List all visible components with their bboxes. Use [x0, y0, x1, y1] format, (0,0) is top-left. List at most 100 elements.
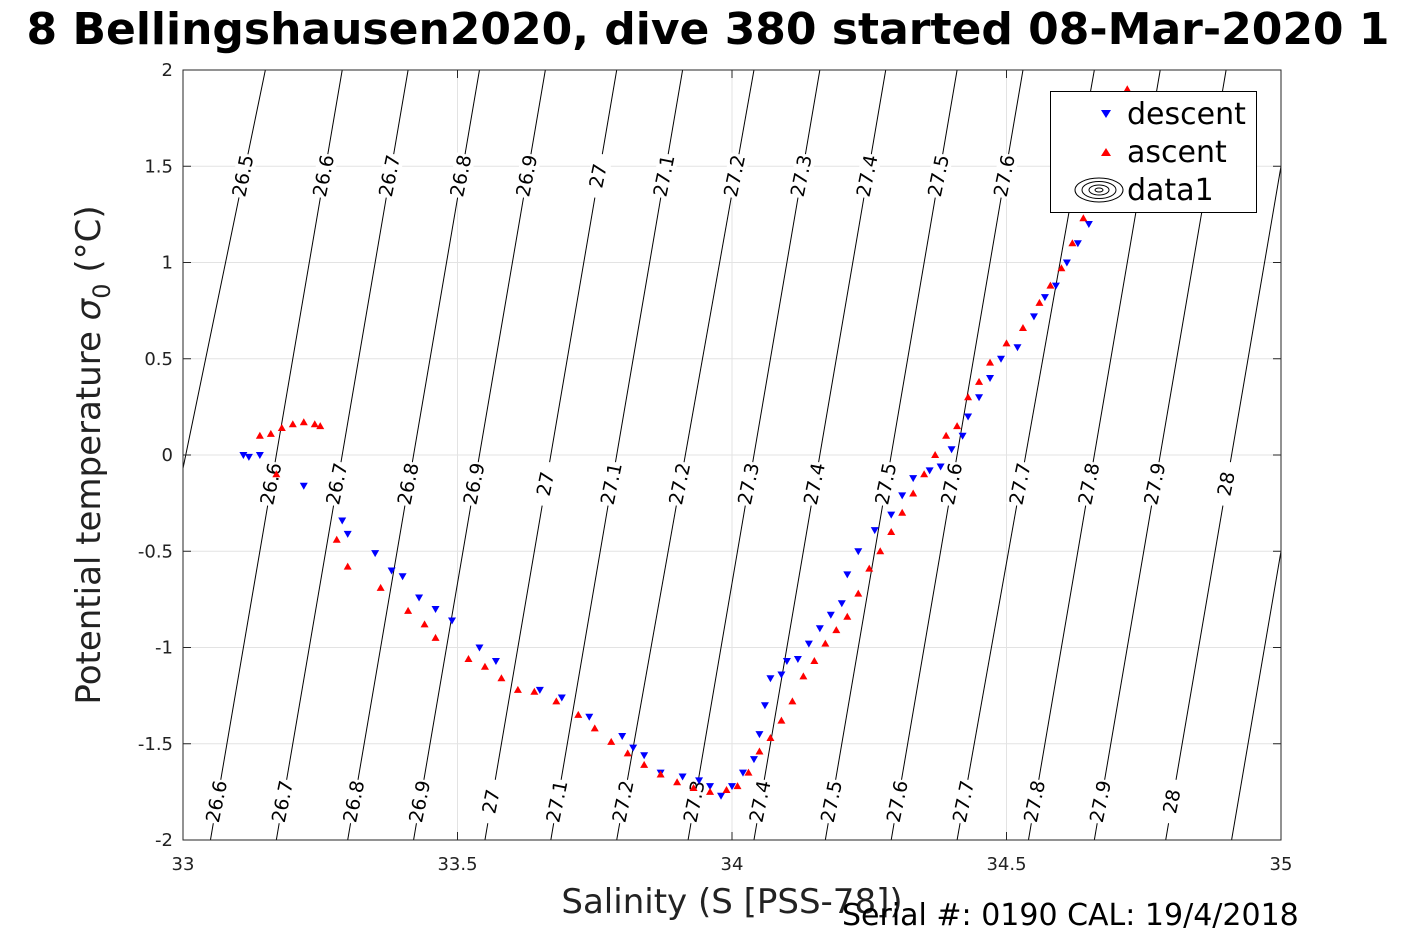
descent-point	[618, 733, 627, 741]
ascent-point	[673, 778, 682, 786]
contour-label: 27.2	[720, 153, 750, 199]
legend: descent ascent data1	[1050, 91, 1257, 213]
contour-label: 26.6	[202, 779, 232, 825]
ascent-point	[332, 535, 341, 543]
y-tick-label: -0.5	[138, 541, 173, 562]
contour-ellipses-icon	[1074, 177, 1124, 203]
ascent-point	[299, 418, 308, 426]
ascent-point	[755, 747, 764, 755]
descent-point	[717, 792, 726, 800]
contour-label: 27.9	[1086, 779, 1116, 825]
descent-point	[738, 769, 747, 777]
descent-point	[843, 571, 852, 579]
descent-point	[815, 625, 824, 633]
contour-label: 27.5	[871, 461, 901, 507]
y-tick-label: 2	[162, 60, 173, 81]
contour-label: 27.3	[680, 779, 710, 825]
descent-point	[947, 446, 956, 454]
density-contour-line	[1231, 548, 1281, 840]
ascent-point	[964, 393, 973, 401]
contour-label: 27.5	[924, 153, 954, 199]
descent-point	[239, 452, 248, 459]
contour-label: 26.9	[512, 153, 542, 199]
contour-label: 27.3	[787, 153, 817, 199]
ascent-point	[909, 489, 918, 497]
contour-label-gap	[872, 460, 901, 508]
ascent-point	[1123, 85, 1132, 93]
ascent-point	[1057, 264, 1066, 272]
ascent-point	[975, 377, 984, 385]
ascent-point	[821, 639, 830, 647]
descent-point	[975, 394, 984, 402]
contour-label: 26.7	[322, 461, 352, 507]
density-contour-line	[890, 70, 1024, 840]
y-tick-label: -2	[155, 830, 173, 851]
y-tick-label: 1.5	[144, 156, 173, 177]
contour-label-gap	[609, 777, 638, 826]
density-contours: 26.6 26.7 26.8 26.9 27 27.1 27.2 27.3 27.4 27.5 27…	[183, 70, 1281, 840]
contour-label-gap	[597, 460, 627, 508]
ascent-point	[788, 697, 797, 705]
serial-calibration-note: Serial #: 0190 CAL: 19/4/2018	[842, 898, 1299, 933]
ascent-point	[722, 785, 731, 793]
density-contour-line	[550, 70, 684, 840]
ascent-point	[953, 422, 962, 430]
contour-label: 27.3	[734, 461, 764, 507]
contour-label: 27.1	[649, 153, 679, 199]
ascent-point	[272, 470, 281, 478]
descent-point	[1062, 259, 1071, 267]
descent-point	[343, 530, 352, 538]
y-tick-label: 0.5	[144, 349, 173, 370]
contour-label-gap	[924, 152, 954, 200]
contour-label-gap	[1158, 777, 1187, 826]
ascent-point	[865, 564, 874, 572]
descent-point	[706, 783, 715, 791]
contour-label-gap	[1020, 777, 1050, 826]
contour-label: 26.8	[446, 153, 476, 199]
descent-point	[898, 492, 907, 500]
x-tick-label: 33.5	[437, 854, 477, 875]
contour-label-gap	[1075, 460, 1104, 508]
ascent-point	[733, 782, 742, 790]
ascent-point	[799, 672, 808, 680]
contour-label: 27.5	[817, 779, 847, 825]
descent-point	[964, 413, 973, 421]
contour-label-gap	[1141, 460, 1170, 508]
contour-label: 27.6	[883, 779, 913, 825]
contour-label-gap	[817, 777, 847, 826]
contour-label: 27	[585, 162, 611, 190]
contour-label: 27.8	[1074, 461, 1104, 507]
density-contour-line	[347, 70, 480, 840]
descent-point	[782, 657, 791, 665]
descent-point	[448, 617, 457, 625]
contour-label: 27.7	[1006, 461, 1036, 507]
descent-point	[854, 548, 863, 556]
ascent-point	[1046, 281, 1055, 289]
ascent-point	[706, 787, 715, 795]
ascent-point	[376, 583, 385, 591]
contour-label-gap	[787, 152, 816, 200]
ascent-point	[464, 655, 473, 663]
x-tick-label: 34	[721, 854, 744, 875]
ascent-point	[766, 733, 775, 741]
ascent-point	[480, 662, 489, 670]
ascent-point	[607, 737, 616, 745]
x-tick-label: 34.5	[986, 854, 1026, 875]
ascent-point	[640, 760, 649, 768]
contour-label: 27.1	[542, 779, 572, 825]
contour-label-gap	[853, 152, 882, 200]
density-contour-line	[413, 70, 546, 840]
ascent-point	[266, 429, 275, 437]
descent-point	[585, 713, 594, 721]
ascent-point	[843, 612, 852, 620]
contour-label: 27.4	[745, 779, 775, 825]
ascent-point	[255, 431, 264, 439]
descent-point	[415, 594, 424, 602]
ascent-point	[277, 424, 286, 432]
ascent-point	[590, 724, 599, 732]
density-contour-line	[484, 70, 618, 840]
contour-label: 26.7	[375, 153, 405, 199]
contour-label-gap	[720, 152, 750, 200]
descent-point	[1084, 221, 1093, 228]
